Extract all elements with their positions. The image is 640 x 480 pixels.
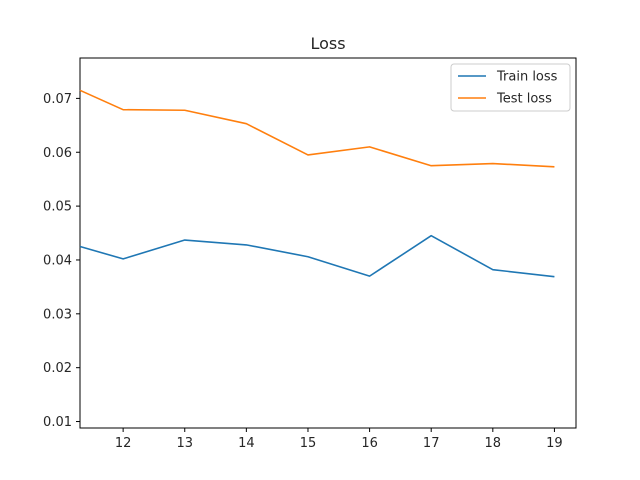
y-tick-label: 0.02 <box>43 361 72 376</box>
series-layer <box>79 89 555 278</box>
y-tick-label: 0.01 <box>43 415 72 430</box>
legend-label: Train loss <box>496 70 558 85</box>
x-tick-label: 13 <box>176 436 193 451</box>
x-tick-label: 16 <box>361 436 378 451</box>
series-line-train-loss <box>79 234 555 278</box>
y-axis: 0.01 0.02 0.03 0.04 0.05 0.06 0.07 <box>43 92 80 430</box>
y-tick-label: 0.06 <box>43 146 72 161</box>
chart-title: Loss <box>310 34 345 53</box>
legend: Train loss Test loss <box>450 63 571 112</box>
y-tick-label: 0.05 <box>43 200 72 215</box>
legend-label: Test loss <box>496 92 552 107</box>
x-tick-label: 12 <box>115 436 132 451</box>
series-line-test-loss <box>79 89 555 168</box>
x-tick-label: 18 <box>485 436 502 451</box>
x-tick-label: 19 <box>546 436 563 451</box>
x-tick-label: 15 <box>300 436 317 451</box>
y-tick-label: 0.04 <box>43 253 72 268</box>
x-axis: 12 13 14 15 16 17 18 19 <box>115 428 563 451</box>
plot-area <box>79 57 577 429</box>
y-tick-label: 0.03 <box>43 307 72 322</box>
x-tick-label: 14 <box>238 436 255 451</box>
x-tick-label: 17 <box>423 436 440 451</box>
y-tick-label: 0.07 <box>43 92 72 107</box>
